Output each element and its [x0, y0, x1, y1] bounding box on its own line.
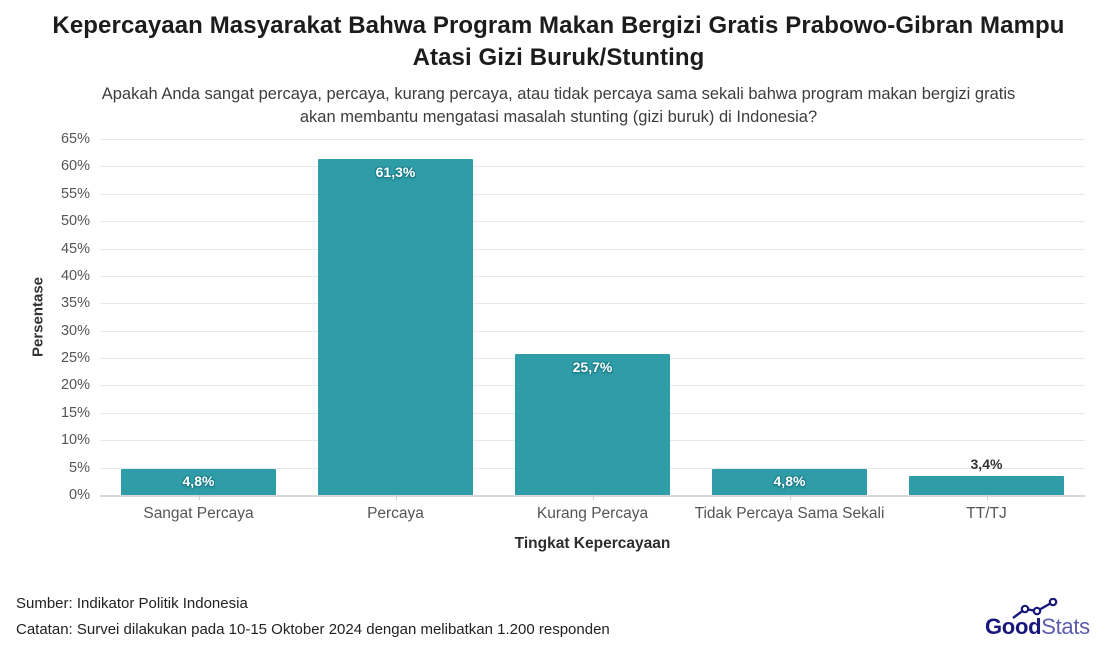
- x-axis-title: Tingkat Kepercayaan: [514, 535, 671, 552]
- bar-percaya: 61,3%: [317, 159, 474, 495]
- x-category-label: Tidak Percaya Sama Sekali: [694, 505, 885, 522]
- y-tick-label: 10%: [60, 432, 90, 449]
- x-category-label: Percaya: [367, 505, 424, 522]
- y-tick-label: 45%: [60, 240, 90, 257]
- x-tick-mark: [789, 495, 791, 500]
- logo-word-good: Good: [985, 614, 1042, 639]
- note-text: Catatan: Survei dilakukan pada 10-15 Okt…: [16, 620, 610, 638]
- chart-subtitle: Apakah Anda sangat percaya, percaya, kur…: [101, 84, 1016, 126]
- bar-value-label: 61,3%: [375, 164, 416, 181]
- gridline: [100, 330, 1085, 332]
- plot-area: Persentase 0% 5% 10% 15% 20% 25% 30% 35% 40% 45% 5…: [30, 131, 1085, 522]
- bar-kurang-percaya: 25,7%: [514, 354, 671, 495]
- y-tick-label: 30%: [60, 322, 90, 339]
- y-axis-title: Persentase: [29, 276, 47, 358]
- chart-footer: Sumber: Indikator Politik Indonesia Cata…: [0, 586, 1117, 650]
- y-tick-label: 25%: [60, 350, 90, 367]
- source-text: Sumber: Indikator Politik Indonesia: [16, 595, 248, 612]
- x-category-label: Sangat Percaya: [143, 505, 254, 522]
- bar-sangat-percaya: 4,8%: [120, 468, 277, 495]
- x-tick-mark: [592, 495, 594, 500]
- bar-value-label: 4,8%: [773, 473, 806, 490]
- bar-value-label: 25,7%: [572, 359, 613, 376]
- y-tick-label: 5%: [69, 459, 90, 476]
- y-tick-label: 20%: [60, 377, 90, 394]
- gridline: [100, 303, 1085, 305]
- trend-line-icon: [1012, 598, 1058, 619]
- bar-tt-tj: 3,4%: [908, 456, 1065, 495]
- x-category-label: Kurang Percaya: [536, 505, 649, 522]
- gridline: [100, 166, 1085, 168]
- y-tick-label: 35%: [60, 295, 90, 312]
- bar-value-label: 4,8%: [182, 473, 215, 490]
- y-tick-label: 40%: [60, 267, 90, 284]
- y-tick-label: 15%: [60, 404, 90, 421]
- gridline: [100, 139, 1085, 140]
- bar-tidak-percaya-sama-sekali: 4,8%: [711, 468, 868, 495]
- y-tick-label: 0%: [69, 487, 90, 503]
- x-category-label: TT/TJ: [966, 505, 1007, 522]
- chart-header: Kepercayaan Masyarakat Bahwa Program Mak…: [0, 0, 1117, 129]
- bar-chart: Persentase 0% 5% 10% 15% 20% 25% 30% 35% 40% 45% 5…: [0, 131, 1117, 557]
- gridline: [100, 221, 1085, 223]
- y-tick-label: 55%: [60, 185, 90, 202]
- gridline: [100, 248, 1085, 250]
- goodstats-logo: GoodStats: [985, 598, 1095, 640]
- x-tick-mark: [395, 495, 397, 500]
- x-tick-mark: [986, 495, 988, 500]
- bar-value-label: 3,4%: [970, 456, 1003, 473]
- page-title: Kepercayaan Masyarakat Bahwa Program Mak…: [52, 12, 1065, 71]
- y-tick-label: 50%: [60, 213, 90, 230]
- y-tick-label: 65%: [60, 131, 90, 147]
- logo-word-stats: Stats: [1041, 614, 1090, 639]
- logo-wordmark: GoodStats: [985, 614, 1090, 640]
- footer-notes: Sumber: Indikator Politik Indonesia Cata…: [16, 591, 610, 642]
- gridline: [100, 193, 1085, 195]
- gridline: [100, 275, 1085, 277]
- y-tick-label: 60%: [60, 158, 90, 175]
- x-tick-mark: [198, 495, 200, 500]
